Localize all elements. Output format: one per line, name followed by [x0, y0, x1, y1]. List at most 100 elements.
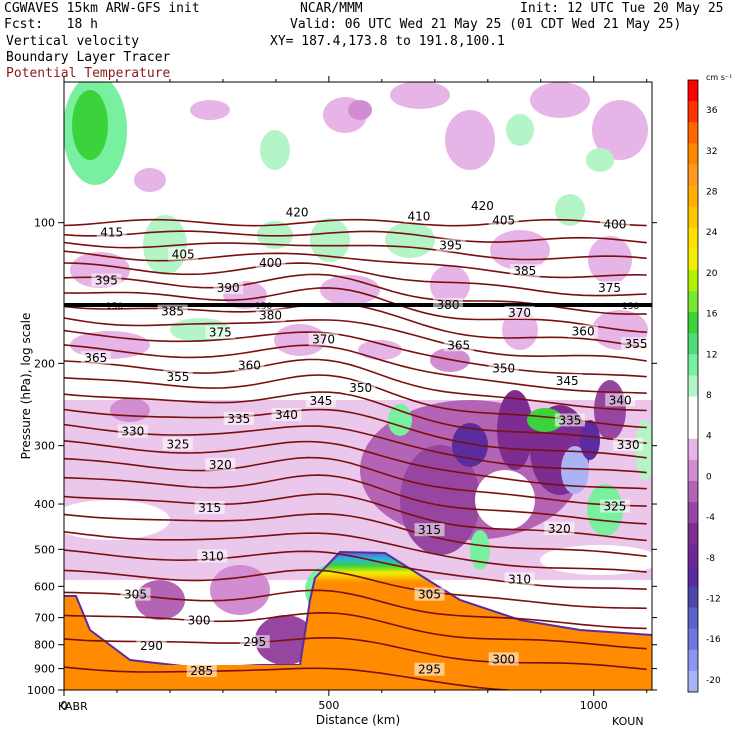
- colorbar-swatch: [688, 586, 698, 609]
- header-forecast: Fcst: 18 h: [4, 17, 98, 32]
- isentrope-label-bg: [91, 273, 122, 287]
- isentrope-label: 380: [259, 309, 282, 323]
- colorbar-swatch: [688, 649, 698, 672]
- header-init: Init: 12 UTC Tue 20 May 25: [520, 1, 724, 16]
- colorbar-label: 36: [706, 106, 718, 116]
- isentrope-label: 300: [188, 613, 211, 627]
- y-tick-label: 1000: [27, 684, 55, 697]
- isentrope-label: 365: [84, 351, 107, 365]
- isentrope-label: 310: [508, 572, 531, 586]
- isentrope-label-bg: [186, 663, 217, 677]
- colorbar-swatch: [688, 607, 698, 630]
- isentrope-label-bg: [467, 198, 498, 212]
- y-tick-label: 400: [34, 498, 55, 511]
- isentrope-310: [64, 549, 647, 590]
- isentrope-label-bg: [433, 297, 464, 311]
- isentrope-345: [64, 423, 647, 474]
- isentrope-label: 415: [100, 226, 123, 240]
- isentrope-label: 370: [312, 333, 335, 347]
- isentrope-label: 305: [418, 588, 441, 602]
- isentrope-label: 360: [238, 358, 261, 372]
- colorbar-label: 12: [706, 350, 717, 360]
- colorbar-label: 16: [706, 310, 718, 320]
- isentrope-label-bg: [234, 358, 265, 372]
- isentrope-label: 330: [121, 425, 144, 439]
- colorbar-frame: [687, 79, 699, 693]
- isentrope-label-bg: [443, 338, 474, 352]
- isentrope-285: [64, 666, 524, 690]
- isentrope-label-bg: [162, 370, 193, 384]
- isentrope-350: [64, 408, 647, 459]
- isentrope-label-bg: [554, 413, 585, 427]
- isentrope-label: 335: [558, 413, 581, 427]
- isentrope-400: [64, 262, 647, 297]
- isentrope-315: [64, 531, 647, 573]
- isentrope-label-bg: [599, 217, 630, 231]
- colorbar-swatch: [688, 480, 698, 503]
- isentrope-label: 320: [209, 458, 232, 472]
- isentrope-390: [64, 287, 647, 333]
- colorbar-swatch: [688, 670, 698, 693]
- isentrope-label: 300: [492, 652, 515, 666]
- colorbar-label: -8: [706, 554, 715, 564]
- y-tick-label: 900: [34, 663, 55, 676]
- colorbar-swatch: [688, 291, 698, 313]
- isentrope-label: 385: [513, 264, 536, 278]
- colorbar-swatch: [688, 206, 698, 229]
- isentrope-label-bg: [213, 281, 244, 295]
- y-tick-label: 700: [34, 612, 55, 625]
- isentrope-label: 345: [309, 394, 332, 408]
- isentrope-label-bg: [157, 304, 188, 318]
- colorbar-swatch: [688, 628, 698, 651]
- colorbar-swatch: [688, 164, 698, 187]
- isentrope-label: 420: [286, 205, 309, 219]
- colorbar-unit: cm s⁻¹: [706, 73, 732, 82]
- isentrope-label-bg: [184, 613, 215, 627]
- isentrope-355: [64, 391, 647, 444]
- isentrope-label: 385: [161, 305, 184, 319]
- isentrope-300: [64, 589, 647, 630]
- isentrope-label-bg: [488, 652, 519, 666]
- isentrope-label-bg: [621, 337, 652, 351]
- y-tick-label: 200: [34, 357, 55, 370]
- colorbar-label: 32: [706, 147, 717, 157]
- colorbar-swatch: [688, 502, 698, 524]
- isentrope-label: 305: [124, 588, 147, 602]
- isentrope-label: 315: [418, 523, 441, 537]
- isentrope-375: [64, 329, 647, 378]
- isentrope-label-bg: [414, 587, 445, 601]
- isentrope-label-bg: [80, 351, 111, 365]
- isentrope-405: [64, 250, 647, 279]
- colorbar-swatch: [688, 185, 698, 208]
- isentrope-320: [64, 512, 647, 558]
- colorbar-swatch: [688, 438, 698, 461]
- isentrope-label: 400: [259, 256, 282, 270]
- colorbar-label: 0: [706, 472, 712, 482]
- y-tick-label: 800: [34, 639, 55, 652]
- isentrope-label-bg: [223, 411, 254, 425]
- isentrope-305: [64, 569, 647, 610]
- isentrope-label: 350: [349, 381, 372, 395]
- isentrope-label: 285: [190, 664, 213, 678]
- isentrope-label-bg: [194, 501, 225, 515]
- isentrope-420: [64, 218, 647, 227]
- isentrope-label-bg: [613, 437, 644, 451]
- isentrope-label: 315: [198, 501, 221, 515]
- isentrope-label-bg: [305, 394, 336, 408]
- isentrope-label-bg: [488, 361, 519, 375]
- colorbar-swatch: [688, 459, 698, 482]
- isentrope-label: 340: [609, 393, 632, 407]
- isentrope-label: 380: [437, 298, 460, 312]
- isentrope-label-bg: [414, 662, 445, 676]
- y-tick-label: 600: [34, 580, 55, 593]
- isentrope-label-bg: [599, 499, 630, 513]
- isentrope-label-bg: [509, 264, 540, 278]
- isentrope-label-bg: [271, 408, 302, 422]
- ref-line-label-mid: 150: [255, 302, 272, 312]
- y-tick-label: 500: [34, 543, 55, 556]
- isentrope-label: 360: [572, 325, 595, 339]
- field-vertical-velocity: Vertical velocity: [6, 34, 140, 49]
- colorbar-swatch: [688, 227, 698, 250]
- colorbar-swatch: [688, 312, 698, 334]
- isentrope-label-bg: [168, 247, 199, 261]
